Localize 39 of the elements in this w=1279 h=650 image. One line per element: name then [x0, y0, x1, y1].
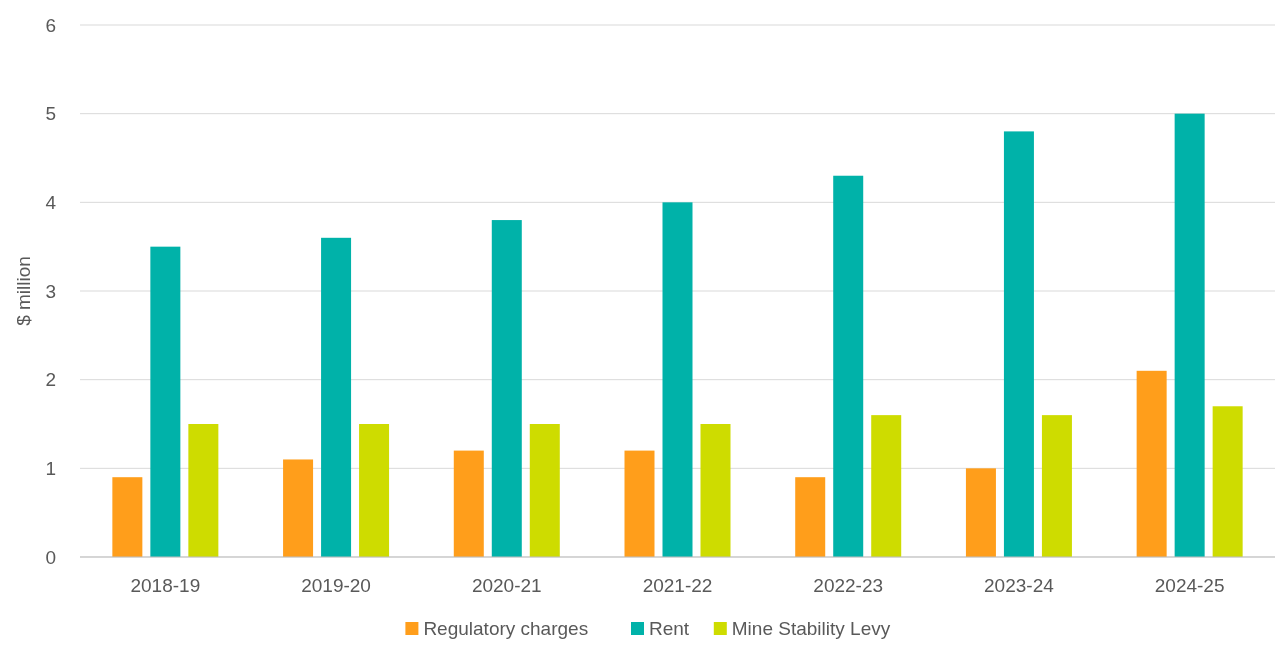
- legend-label: Rent: [649, 618, 690, 639]
- bar: [700, 424, 731, 557]
- bar: [871, 415, 902, 557]
- x-tick-label: 2018-19: [130, 575, 201, 596]
- y-tick-label: 2: [45, 369, 56, 391]
- bar: [112, 477, 143, 557]
- bar: [359, 424, 390, 557]
- bar: [795, 477, 826, 557]
- x-tick-label: 2019-20: [301, 575, 371, 596]
- bar: [624, 450, 655, 557]
- bar: [1041, 415, 1072, 557]
- y-tick-label: 6: [45, 14, 56, 36]
- y-tick-label: 4: [45, 191, 57, 213]
- x-tick-label: 2022-23: [813, 575, 884, 596]
- bar: [188, 424, 219, 557]
- y-tick-label: 5: [45, 103, 56, 125]
- bar: [1174, 113, 1205, 557]
- bar: [1212, 406, 1243, 557]
- legend-label: Mine Stability Levy: [731, 618, 891, 639]
- bar: [1003, 131, 1034, 557]
- x-tick-label: 2021-22: [642, 575, 713, 596]
- bar: [283, 459, 314, 557]
- bar: [529, 424, 560, 557]
- bar: [833, 175, 864, 557]
- bar: [491, 220, 522, 557]
- legend-label: Regulatory charges: [423, 618, 589, 639]
- x-tick-label: 2023-24: [984, 575, 1055, 596]
- bar: [662, 202, 693, 557]
- x-tick-label: 2024-25: [1154, 575, 1225, 596]
- bar: [150, 246, 181, 557]
- bar: [453, 450, 484, 557]
- bar: [321, 237, 352, 557]
- x-tick-label: 2020-21: [471, 575, 542, 596]
- y-tick-label: 0: [45, 546, 56, 568]
- y-tick-label: 3: [45, 280, 56, 302]
- y-axis-title: $ million: [13, 256, 34, 326]
- y-tick-label: 1: [45, 457, 56, 479]
- bar: [965, 468, 996, 557]
- bar: [1136, 370, 1167, 557]
